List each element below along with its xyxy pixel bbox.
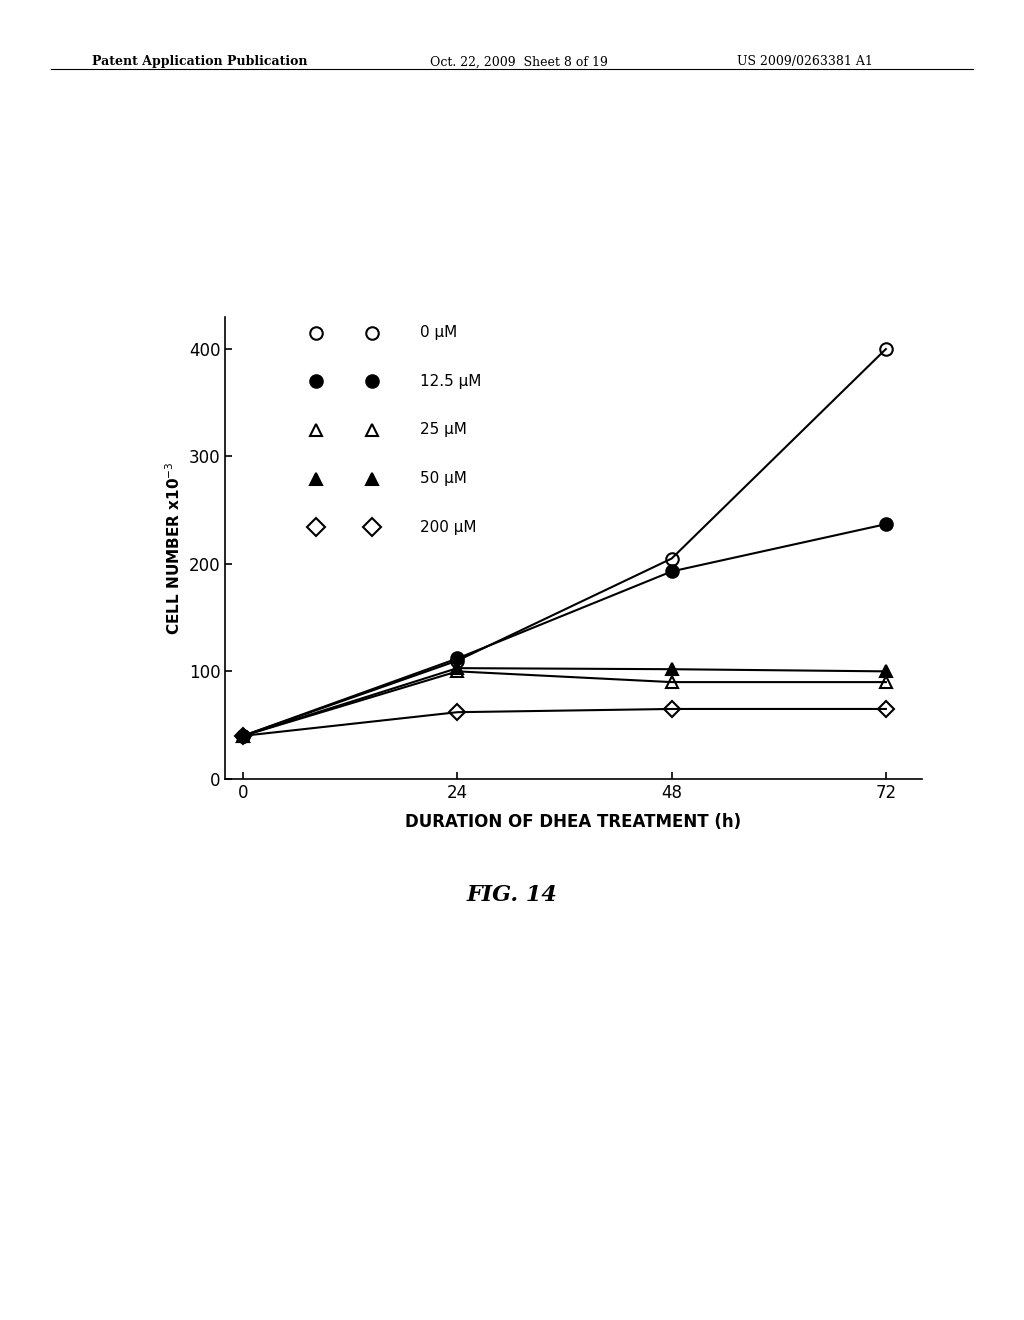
Text: 0 μM: 0 μM [420,326,458,341]
Y-axis label: CELL NUMBER x10$^{-3}$: CELL NUMBER x10$^{-3}$ [165,461,183,635]
Text: 50 μM: 50 μM [420,471,467,486]
Text: 25 μM: 25 μM [420,422,467,437]
Text: Patent Application Publication: Patent Application Publication [92,55,307,69]
X-axis label: DURATION OF DHEA TREATMENT (h): DURATION OF DHEA TREATMENT (h) [406,813,741,830]
Text: US 2009/0263381 A1: US 2009/0263381 A1 [737,55,873,69]
Text: 200 μM: 200 μM [420,520,477,535]
Text: 12.5 μM: 12.5 μM [420,374,481,389]
Text: FIG. 14: FIG. 14 [467,884,557,907]
Text: Oct. 22, 2009  Sheet 8 of 19: Oct. 22, 2009 Sheet 8 of 19 [430,55,608,69]
